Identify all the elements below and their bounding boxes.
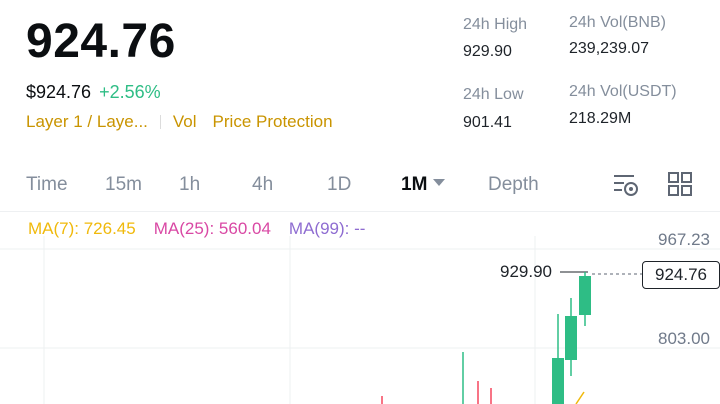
axis-label-mid: 803.00 bbox=[658, 329, 710, 348]
ma7-value: MA(7): 726.45 bbox=[28, 219, 136, 238]
tab-4h[interactable]: 4h bbox=[252, 174, 274, 195]
ma99-value: MA(99): -- bbox=[288, 219, 366, 238]
stat-low-label: 24h Low bbox=[463, 86, 524, 103]
fiat-price: $924.76 bbox=[26, 82, 92, 102]
axis-label-top: 967.23 bbox=[658, 230, 710, 249]
stat-low-value: 901.41 bbox=[463, 114, 512, 131]
stat-high-value: 929.90 bbox=[463, 43, 512, 60]
tabs-divider bbox=[0, 211, 720, 212]
ma-legend: MA(7): 726.45 MA(25): 560.04 MA(99): -- bbox=[28, 219, 365, 239]
tab-1m[interactable]: 1M bbox=[401, 174, 446, 196]
tag-price-protection[interactable]: Price Protection bbox=[212, 112, 333, 131]
price-sub-row: $924.76 +2.56% bbox=[26, 82, 161, 103]
tag-divider bbox=[159, 115, 161, 129]
ma7-line bbox=[575, 391, 585, 404]
tab-1h[interactable]: 1h bbox=[179, 174, 201, 195]
tab-1d[interactable]: 1D bbox=[327, 174, 352, 195]
chevron-down-icon bbox=[433, 179, 446, 187]
chart-settings-icon[interactable] bbox=[612, 172, 640, 203]
tag-layer[interactable]: Layer 1 / Laye... bbox=[26, 112, 148, 131]
stat-vol-base-label: 24h Vol(BNB) bbox=[569, 14, 666, 31]
high-marker-label: 929.90 bbox=[500, 262, 552, 281]
tab-15m[interactable]: 15m bbox=[105, 174, 142, 195]
tab-depth[interactable]: Depth bbox=[488, 174, 539, 195]
tab-1m-label: 1M bbox=[401, 174, 428, 195]
grid-layout-icon[interactable] bbox=[668, 172, 694, 203]
current-price-tag: 924.76 bbox=[642, 261, 720, 289]
candle-body bbox=[579, 276, 591, 315]
candle-body bbox=[552, 358, 564, 404]
last-price: 924.76 bbox=[26, 15, 176, 68]
stat-high-label: 24h High bbox=[463, 16, 528, 33]
candle-body bbox=[565, 316, 577, 360]
ma25-value: MA(25): 560.04 bbox=[153, 219, 271, 238]
tab-time[interactable]: Time bbox=[26, 174, 68, 195]
stat-vol-quote-label: 24h Vol(USDT) bbox=[569, 83, 677, 100]
candlestick-chart[interactable] bbox=[0, 236, 720, 404]
ticker-tags: Layer 1 / Laye... Vol Price Protection bbox=[26, 112, 333, 132]
interval-tabs: Time 15m 1h 4h 1D 1M Depth bbox=[0, 174, 720, 198]
price-change-percent: +2.56% bbox=[99, 82, 161, 102]
stat-vol-quote-value: 218.29M bbox=[569, 110, 632, 127]
stat-vol-base-value: 239,239.07 bbox=[569, 40, 650, 57]
tag-vol[interactable]: Vol bbox=[172, 112, 197, 131]
